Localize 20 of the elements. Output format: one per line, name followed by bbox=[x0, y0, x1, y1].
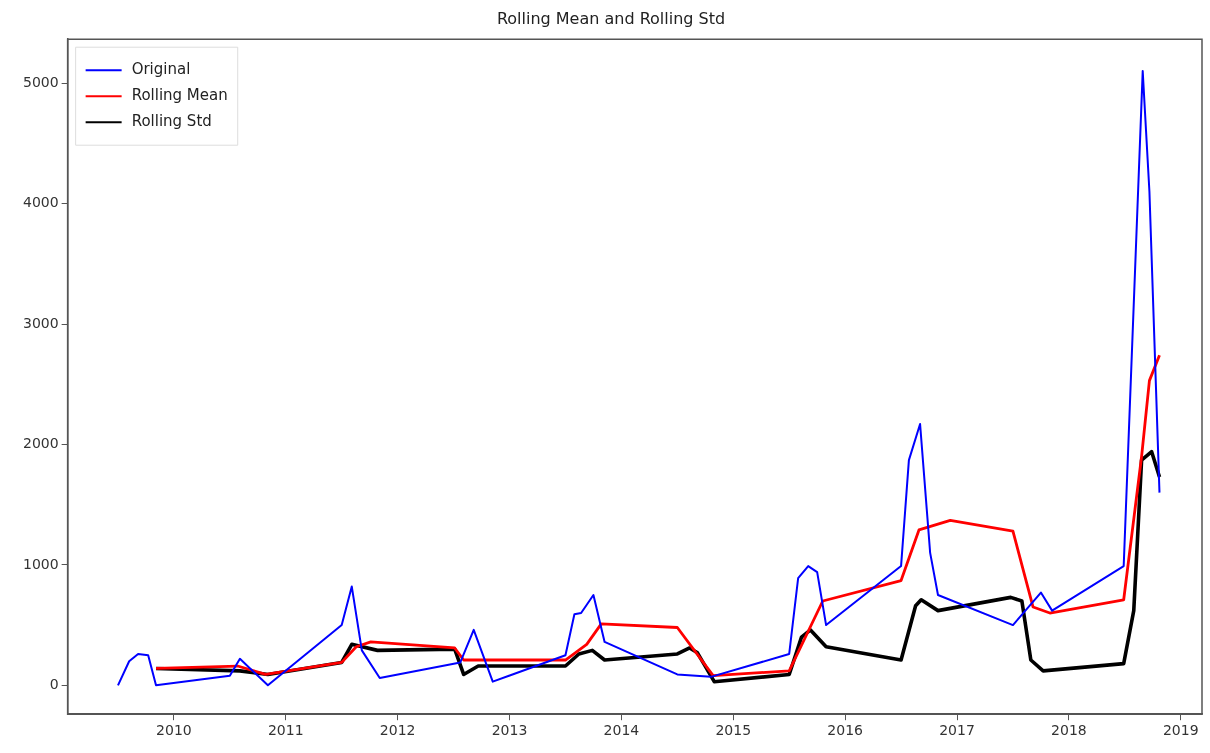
x-tick-label: 2015 bbox=[715, 722, 752, 739]
y-tick-label: 2000 bbox=[22, 435, 59, 452]
y-tick-label: 3000 bbox=[22, 314, 59, 331]
y-tick-label: 4000 bbox=[22, 194, 59, 211]
x-tick-label: 2018 bbox=[1051, 722, 1087, 739]
x-tick-label: 2014 bbox=[603, 722, 640, 739]
y-tick-label: 1000 bbox=[22, 555, 59, 572]
y-tick-label: 0 bbox=[49, 675, 59, 692]
x-tick-label: 2010 bbox=[156, 722, 192, 739]
x-tick-label: 2013 bbox=[491, 722, 528, 739]
x-tick-label: 2011 bbox=[267, 722, 304, 739]
x-tick-label: 2016 bbox=[827, 722, 864, 739]
y-tick-label: 5000 bbox=[22, 73, 59, 90]
x-tick-label: 2019 bbox=[1162, 722, 1199, 739]
legend-label: Rolling Mean bbox=[131, 86, 228, 105]
x-tick-label: 2012 bbox=[379, 722, 416, 739]
chart-title: Rolling Mean and Rolling Std bbox=[496, 8, 726, 28]
legend-label: Rolling Std bbox=[131, 112, 212, 131]
legend-label: Original bbox=[131, 60, 191, 79]
x-tick-label: 2017 bbox=[939, 722, 975, 739]
